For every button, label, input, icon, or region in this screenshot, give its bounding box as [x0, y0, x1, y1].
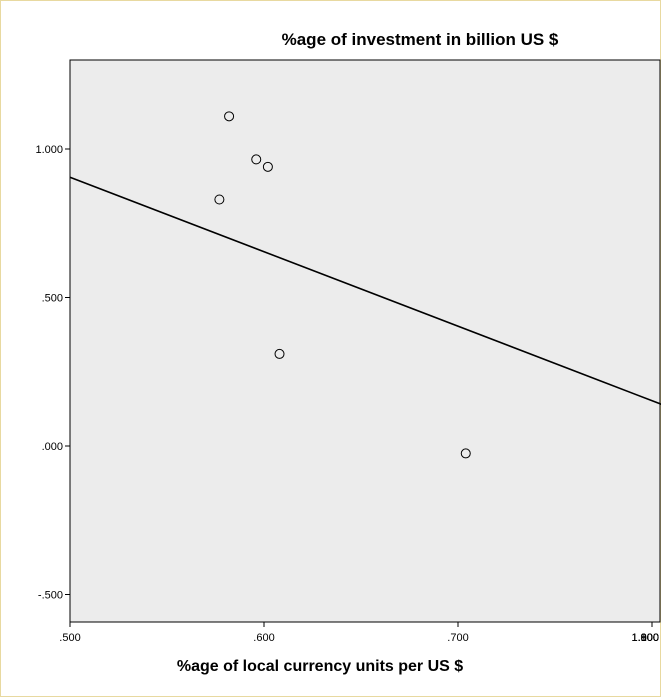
x-axis-label: %age of local currency units per US $	[176, 658, 464, 675]
x-tick-label: .700	[447, 632, 468, 644]
data-point	[214, 194, 225, 205]
data-point	[460, 448, 471, 459]
data-point	[224, 111, 235, 122]
y-tick-label: -.500	[38, 590, 63, 602]
plot-area	[69, 59, 661, 623]
x-tick-label: 1.000	[631, 632, 659, 644]
data-point	[274, 348, 285, 359]
y-tick-label: 1.000	[35, 144, 63, 156]
x-tick-label: .800	[638, 632, 659, 644]
regression-line	[69, 176, 661, 406]
x-tick-label: .600	[253, 632, 274, 644]
data-point	[262, 161, 273, 172]
y-tick-label: .000	[42, 441, 63, 453]
chart-title: %age of investment in billion US $	[281, 30, 559, 49]
data-point	[251, 154, 262, 165]
x-tick-label: 1.100	[631, 632, 659, 644]
y-tick-label: .500	[42, 293, 63, 305]
x-tick-label: .500	[59, 632, 80, 644]
x-tick-label: .900	[638, 632, 659, 644]
